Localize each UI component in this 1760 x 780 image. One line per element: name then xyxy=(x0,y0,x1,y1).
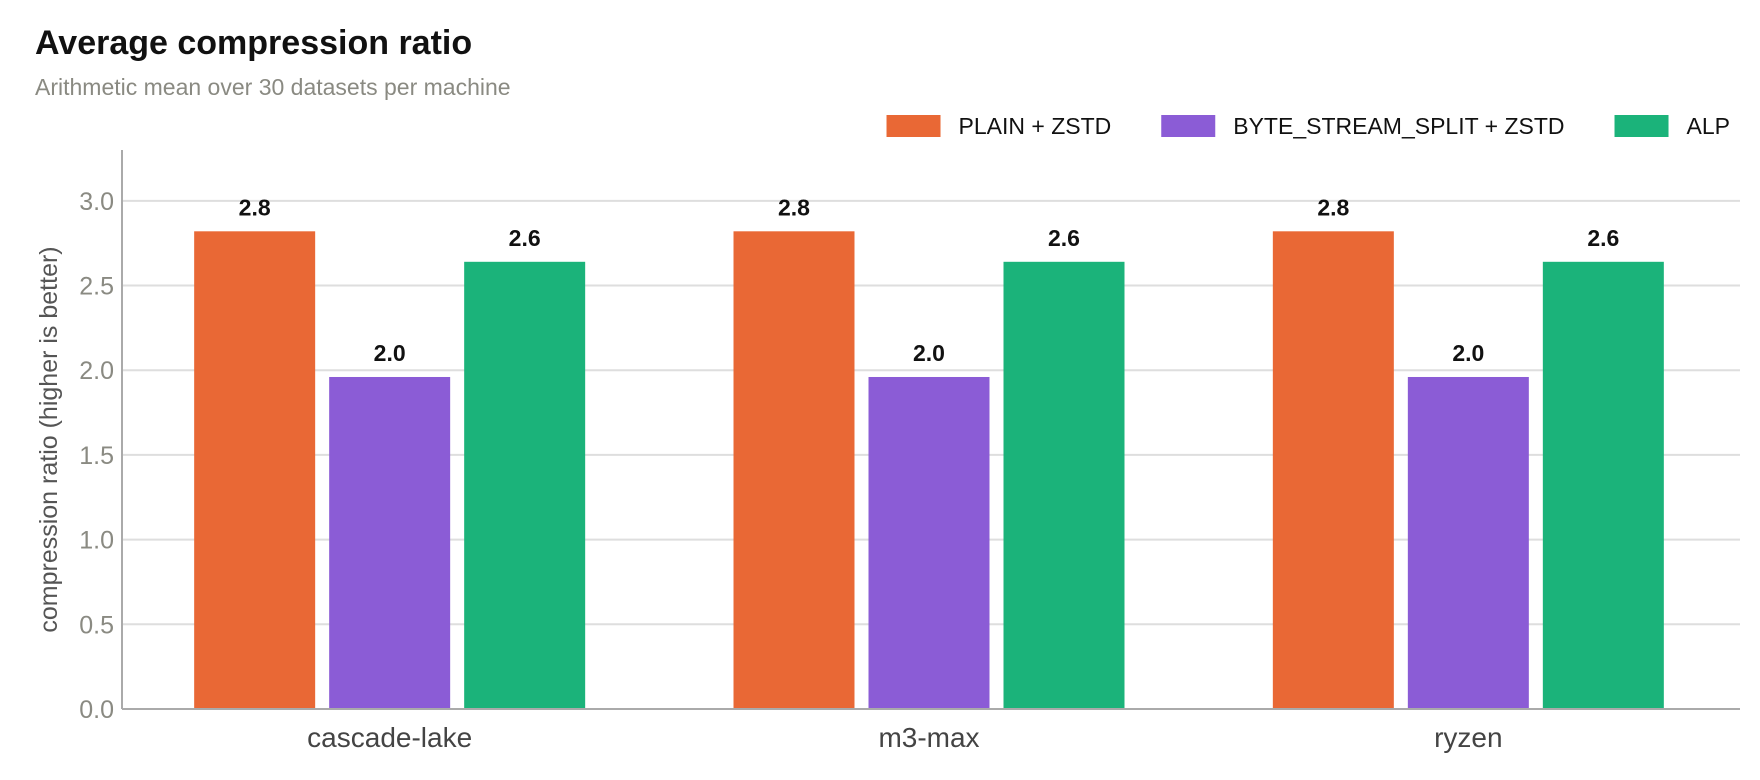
data-label: 2.0 xyxy=(913,340,945,366)
data-label: 2.8 xyxy=(239,194,271,220)
bar xyxy=(733,231,855,710)
bar xyxy=(1003,261,1125,709)
bar xyxy=(1407,376,1529,709)
data-label: 2.0 xyxy=(374,340,406,366)
y-axis-label: compression ratio (higher is better) xyxy=(35,246,63,632)
legend-label: ALP xyxy=(1687,113,1730,139)
y-tick-label: 1.0 xyxy=(79,527,114,555)
bar xyxy=(194,231,316,710)
y-tick-label: 0.0 xyxy=(79,696,114,724)
legend-swatch xyxy=(1614,115,1669,137)
bar xyxy=(464,261,586,709)
bar xyxy=(329,376,451,709)
legend: PLAIN + ZSTD BYTE_STREAM_SPLIT + ZSTD ALP xyxy=(886,113,1730,139)
chart-title: Average compression ratio xyxy=(35,24,473,62)
bar xyxy=(868,376,990,709)
data-label: 2.0 xyxy=(1452,340,1484,366)
data-label: 2.8 xyxy=(778,194,810,220)
data-label: 2.6 xyxy=(509,225,541,251)
bar xyxy=(1542,261,1664,709)
data-label: 2.6 xyxy=(1048,225,1080,251)
y-tick-label: 1.5 xyxy=(79,442,114,470)
y-tick-label: 2.5 xyxy=(79,273,114,301)
x-tick-label: cascade-lake xyxy=(307,722,472,753)
data-label: 2.6 xyxy=(1587,225,1619,251)
legend-swatch xyxy=(1161,115,1216,137)
chart-subtitle: Arithmetic mean over 30 datasets per mac… xyxy=(35,74,511,100)
bars: 2.8 2.0 2.6 2.8 2.0 2.6 2.8 2.0 2.6 xyxy=(194,194,1664,710)
data-label: 2.8 xyxy=(1317,194,1349,220)
x-tick-label: ryzen xyxy=(1434,722,1502,753)
bar xyxy=(1272,231,1394,710)
x-tick-label: m3-max xyxy=(878,722,979,753)
legend-label: PLAIN + ZSTD xyxy=(959,113,1112,139)
legend-label: BYTE_STREAM_SPLIT + ZSTD xyxy=(1233,113,1564,139)
y-tick-label: 2.0 xyxy=(79,357,114,385)
y-tick-label: 0.5 xyxy=(79,611,114,639)
legend-swatch xyxy=(886,115,941,137)
y-tick-label: 3.0 xyxy=(79,188,114,216)
axes: 0.0 0.5 1.0 1.5 2.0 2.5 3.0 compression ratio (… xyxy=(35,150,1740,753)
